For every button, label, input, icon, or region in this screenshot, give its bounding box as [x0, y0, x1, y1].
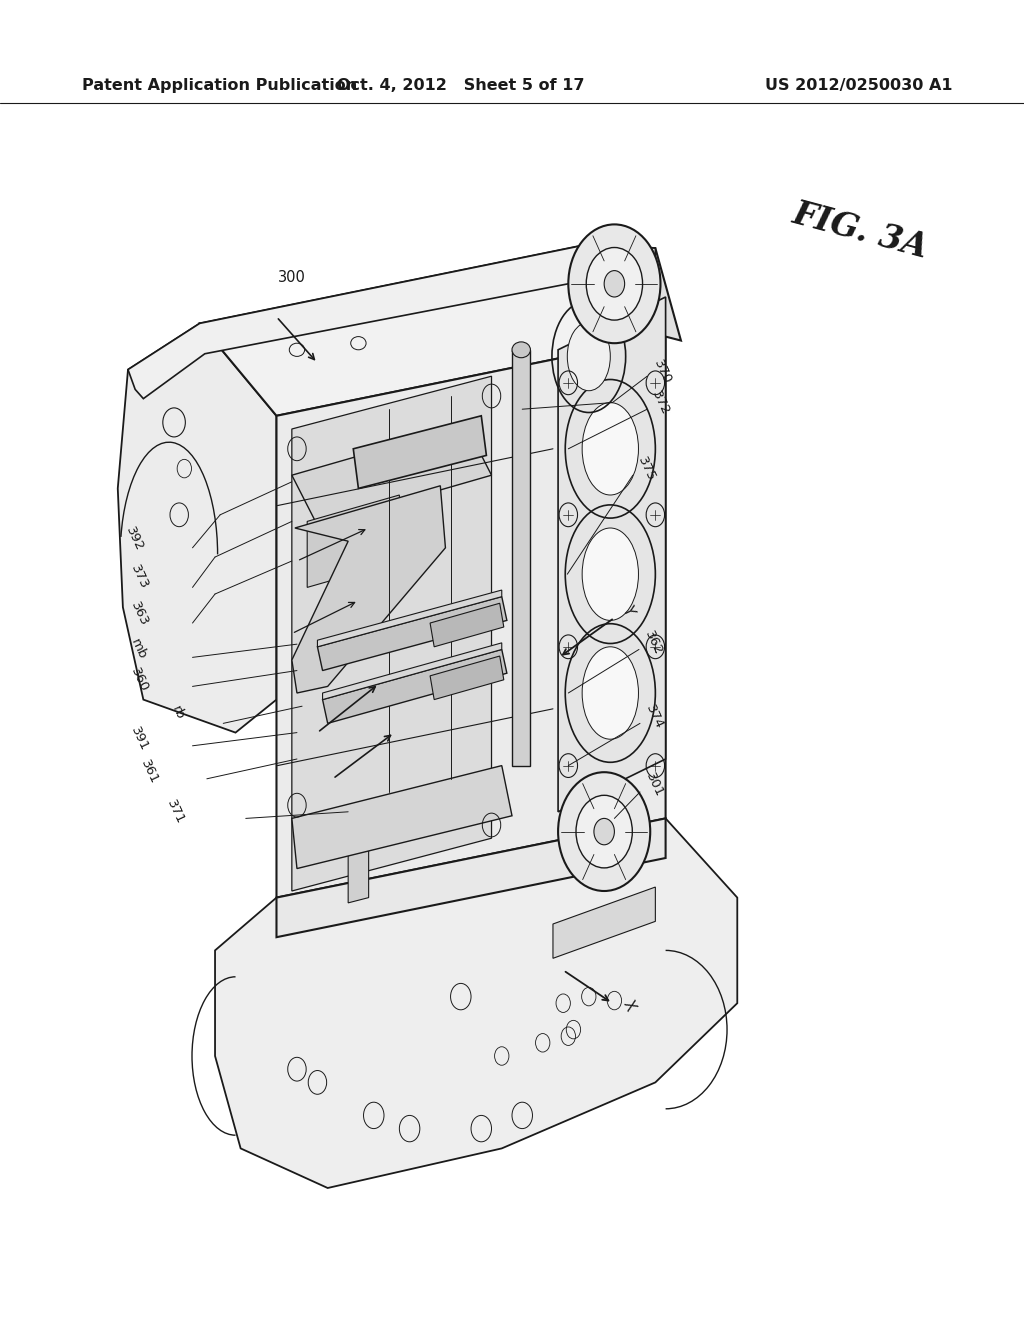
- Polygon shape: [292, 376, 492, 891]
- Ellipse shape: [604, 271, 625, 297]
- Text: US 2012/0250030 A1: US 2012/0250030 A1: [765, 78, 952, 94]
- Ellipse shape: [568, 224, 660, 343]
- Polygon shape: [430, 656, 504, 700]
- Text: 373: 373: [128, 562, 151, 591]
- Polygon shape: [292, 486, 445, 693]
- Polygon shape: [348, 800, 369, 903]
- Polygon shape: [292, 425, 492, 525]
- Text: 374: 374: [643, 702, 666, 731]
- Ellipse shape: [567, 322, 610, 391]
- Ellipse shape: [582, 403, 639, 495]
- Ellipse shape: [582, 528, 639, 620]
- Polygon shape: [553, 887, 655, 958]
- Polygon shape: [323, 649, 507, 723]
- Polygon shape: [353, 416, 486, 488]
- Text: 363: 363: [128, 599, 151, 628]
- Text: 370: 370: [651, 358, 674, 387]
- Polygon shape: [317, 590, 502, 647]
- Text: 300: 300: [278, 269, 306, 285]
- Text: 392: 392: [123, 524, 145, 553]
- Text: 372: 372: [649, 388, 672, 417]
- Text: 301: 301: [643, 771, 666, 800]
- Text: X: X: [620, 998, 637, 1014]
- Text: Y: Y: [620, 603, 637, 616]
- Polygon shape: [307, 495, 399, 587]
- Ellipse shape: [586, 248, 643, 319]
- Text: 361: 361: [138, 758, 161, 787]
- Text: mb: mb: [128, 638, 148, 661]
- Text: 375: 375: [635, 454, 657, 483]
- Text: rb: rb: [169, 704, 186, 722]
- Polygon shape: [276, 337, 666, 898]
- Polygon shape: [292, 766, 512, 869]
- Polygon shape: [512, 350, 530, 766]
- Ellipse shape: [512, 342, 530, 358]
- Text: 371: 371: [164, 797, 186, 826]
- Text: 391: 391: [128, 725, 151, 754]
- Polygon shape: [200, 244, 666, 416]
- Polygon shape: [323, 643, 502, 700]
- Text: FIG. 3A: FIG. 3A: [788, 197, 932, 265]
- Polygon shape: [317, 597, 507, 671]
- Polygon shape: [589, 244, 681, 341]
- Text: Oct. 4, 2012   Sheet 5 of 17: Oct. 4, 2012 Sheet 5 of 17: [337, 78, 585, 94]
- Polygon shape: [118, 323, 276, 733]
- Polygon shape: [128, 244, 655, 399]
- Polygon shape: [276, 818, 666, 937]
- Polygon shape: [558, 297, 666, 812]
- Text: 362: 362: [642, 628, 665, 657]
- Text: Patent Application Publication: Patent Application Publication: [82, 78, 357, 94]
- Ellipse shape: [575, 795, 632, 869]
- Polygon shape: [430, 603, 504, 647]
- Polygon shape: [215, 818, 737, 1188]
- Ellipse shape: [558, 772, 650, 891]
- Ellipse shape: [594, 818, 614, 845]
- Text: 360: 360: [128, 665, 151, 694]
- Ellipse shape: [582, 647, 639, 739]
